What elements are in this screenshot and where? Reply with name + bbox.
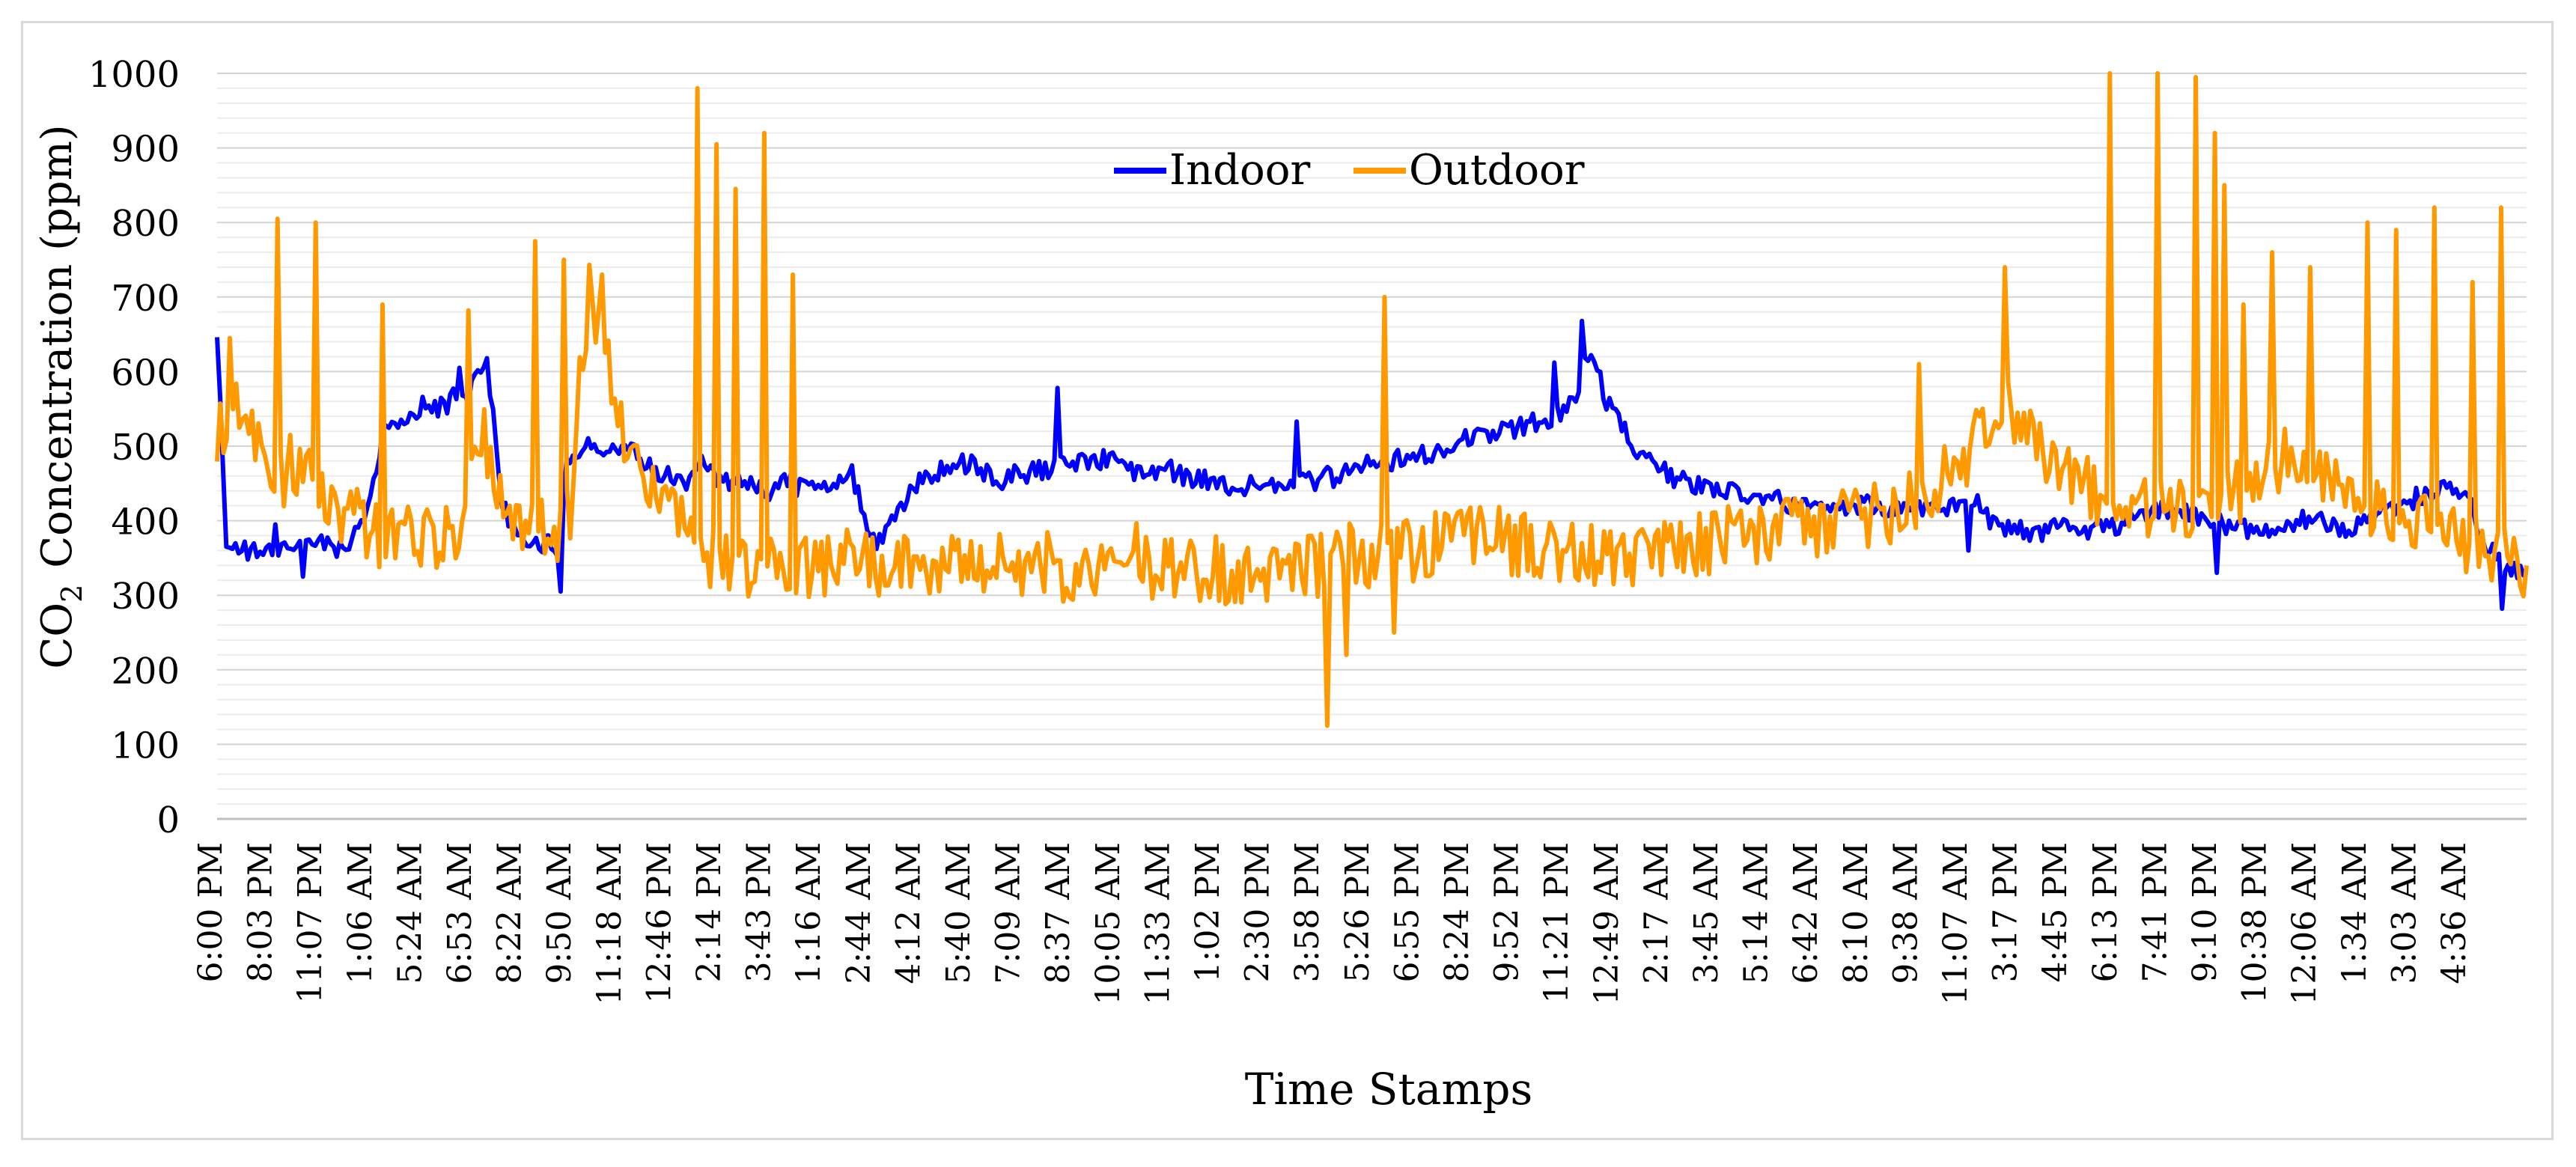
x-tick-label: 8:10 AM <box>1837 842 1875 984</box>
x-tick-label: 8:22 AM <box>491 842 529 984</box>
x-tick-label: 5:14 AM <box>1738 842 1776 984</box>
x-tick-label: 5:26 PM <box>1339 842 1377 982</box>
x-axis-title: Time Stamps <box>1245 1064 1533 1115</box>
x-tick-label: 2:14 PM <box>690 842 728 982</box>
series-layer <box>215 71 2529 728</box>
x-tick-label: 6:00 PM <box>192 842 230 982</box>
x-tick-label: 4:12 AM <box>889 842 928 984</box>
x-tick-label: 11:07 AM <box>1937 842 1975 1005</box>
legend-label-indoor: Indoor <box>1169 146 1310 195</box>
x-tick-label: 1:34 AM <box>2336 842 2374 984</box>
x-tick-label: 11:21 PM <box>1538 842 1576 1003</box>
x-tick-label: 9:50 AM <box>541 842 579 984</box>
x-tick-label: 11:07 PM <box>291 842 329 1003</box>
y-tick-label: 0 <box>156 799 180 841</box>
x-tick-label: 6:13 PM <box>2086 842 2125 982</box>
x-tick-label: 11:33 AM <box>1139 842 1177 1005</box>
y-tick-label: 400 <box>111 502 180 543</box>
x-tick-label: 3:45 AM <box>1687 842 1726 984</box>
x-tick-label: 6:53 AM <box>441 842 479 984</box>
x-tick-label: 3:43 PM <box>740 842 779 982</box>
x-tick-label: 12:49 AM <box>1588 842 1626 1005</box>
y-tick-label: 1000 <box>88 54 180 96</box>
y-tick-label: 600 <box>111 352 180 394</box>
x-tick-label: 5:24 AM <box>391 842 429 984</box>
x-tick-label: 10:05 AM <box>1089 842 1127 1005</box>
y-tick-label: 900 <box>111 129 180 171</box>
x-tick-label: 1:02 PM <box>1189 842 1227 982</box>
x-tick-label: 2:44 AM <box>840 842 878 984</box>
y-tick-label: 200 <box>111 650 180 692</box>
x-tick-label: 9:10 PM <box>2186 842 2224 982</box>
x-tick-label: 7:41 PM <box>2136 842 2174 982</box>
x-tick-label: 8:37 AM <box>1039 842 1077 984</box>
x-tick-label: 11:18 AM <box>591 842 629 1005</box>
x-tick-label: 8:03 PM <box>242 842 280 982</box>
x-axis-tick-labels: 6:00 PM 8:03 PM 11:07 PM 1:06 AM 5:24 AM 6:53… <box>192 842 2473 1005</box>
x-tick-label: 6:42 AM <box>1787 842 1825 984</box>
x-tick-label: 3:17 PM <box>1987 842 2025 982</box>
x-tick-label: 10:38 PM <box>2236 842 2274 1003</box>
x-tick-label: 4:36 AM <box>2435 842 2473 984</box>
series-line-indoor <box>215 318 2528 612</box>
x-tick-label: 9:38 AM <box>1887 842 1925 984</box>
legend-label-outdoor: Outdoor <box>1409 146 1585 195</box>
x-tick-label: 4:45 PM <box>2036 842 2074 982</box>
y-tick-label: 100 <box>111 725 180 767</box>
x-tick-label: 2:30 PM <box>1239 842 1277 982</box>
x-tick-label: 8:24 PM <box>1438 842 1476 982</box>
x-tick-label: 9:52 PM <box>1488 842 1526 982</box>
x-tick-label: 1:16 AM <box>790 842 828 984</box>
major-gridlines <box>217 73 2527 820</box>
x-tick-label: 7:09 AM <box>990 842 1028 984</box>
y-tick-label: 800 <box>111 203 180 245</box>
x-tick-label: 1:06 AM <box>341 842 380 984</box>
x-tick-label: 5:40 AM <box>940 842 978 984</box>
legend: Indoor Outdoor <box>1114 146 1585 195</box>
y-axis-title: CO2Concentration (ppm) <box>33 124 88 668</box>
y-tick-label: 700 <box>111 278 180 320</box>
series-line-outdoor <box>215 71 2529 728</box>
y-tick-label: 500 <box>111 427 180 469</box>
x-tick-label: 3:03 AM <box>2385 842 2423 984</box>
x-tick-label: 3:58 PM <box>1288 842 1327 982</box>
y-axis-tick-labels: 0 100 200 300 400 500 600 700 800 900 1000 <box>88 54 180 841</box>
x-tick-label: 12:06 AM <box>2286 842 2324 1005</box>
x-tick-label: 12:46 PM <box>640 842 678 1003</box>
y-tick-label: 300 <box>111 576 180 618</box>
x-tick-label: 2:17 AM <box>1637 842 1675 984</box>
minor-gridlines <box>217 87 2527 805</box>
x-tick-label: 6:55 PM <box>1388 842 1426 982</box>
